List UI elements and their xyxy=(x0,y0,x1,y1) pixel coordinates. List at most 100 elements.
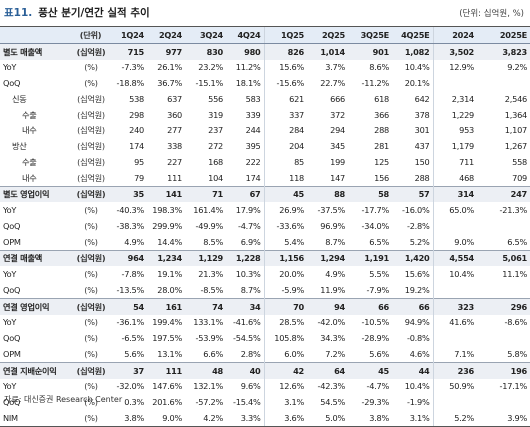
value-cell xyxy=(432,75,477,91)
value-cell: 3.1% xyxy=(392,410,433,427)
column-header: 1Q25 xyxy=(263,26,307,44)
value-cell: 281 xyxy=(374,141,389,152)
row-label: 방산 xyxy=(12,141,27,152)
table-row: 별도 영업이익 (십억원) 35 141 71 67 45 88 58 57 314 247 xyxy=(0,185,530,203)
value-cell: 288 xyxy=(374,125,389,136)
column-header: 2024 xyxy=(432,26,477,44)
value-cell: 288 xyxy=(414,172,430,183)
value-cell: 366 xyxy=(374,109,389,120)
value-cell: 247 xyxy=(477,185,530,203)
value-cell: 5.6% xyxy=(369,348,389,359)
value-cell xyxy=(477,75,530,91)
value-cell: 9.6% xyxy=(240,381,261,392)
value-cell: 338 xyxy=(167,141,182,152)
value-cell: -7.3% xyxy=(121,62,144,73)
unit-cell: (십억원) xyxy=(77,141,105,152)
value-cell: -34.0% xyxy=(361,220,390,231)
value-cell: 79 xyxy=(134,172,144,183)
value-cell: -7.9% xyxy=(366,284,389,295)
value-cell: 437 xyxy=(414,141,430,152)
column-header: 3Q24 xyxy=(185,26,226,44)
value-cell: 8.7% xyxy=(325,236,345,247)
value-cell: 196 xyxy=(477,361,530,379)
value-cell: 71 xyxy=(185,185,226,203)
row-label: YoY xyxy=(3,62,17,73)
table-row: 연결 매출액 (십억원) 964 1,234 1,129 1,228 1,156 1,294 1… xyxy=(0,249,530,267)
value-cell: 105.8% xyxy=(263,330,307,346)
value-cell: 11.9% xyxy=(320,284,345,295)
value-cell: 345 xyxy=(330,141,345,152)
table-row: QoQ (%) -6.5% 197.5% -53.9% -54.5% 105.8% 34.3%… xyxy=(0,330,530,346)
value-cell: -7.8% xyxy=(121,269,144,280)
value-cell: -36.1% xyxy=(116,317,145,328)
value-cell: 65.0% xyxy=(432,202,477,218)
value-cell: -17.7% xyxy=(361,205,390,216)
value-cell xyxy=(432,394,477,410)
report-page: 표11. 풍산 분기/연간 실적 추이 (단위: 십억원, %) (단위) 1Q24… xyxy=(0,7,530,427)
value-cell: 8.5% xyxy=(203,236,223,247)
value-cell xyxy=(477,330,530,346)
value-cell: 11.1% xyxy=(502,269,527,280)
value-cell: 96.9% xyxy=(320,220,345,231)
row-label: QoQ xyxy=(3,397,21,408)
value-cell: 8.7% xyxy=(240,284,261,295)
row-label: 연결 매출액 xyxy=(0,249,70,267)
value-cell: -49.9% xyxy=(195,220,224,231)
table-row: 방산 (십억원) 174 338 272 395 204 345 281 437 1,179 1,26… xyxy=(0,138,530,154)
value-cell: 1,179 xyxy=(432,138,477,154)
value-cell: 637 xyxy=(167,93,182,104)
value-cell: 6.5% xyxy=(369,236,389,247)
value-cell: 161 xyxy=(147,297,185,315)
row-label: 수출 xyxy=(22,156,37,167)
unit-cell: (%) xyxy=(70,410,112,427)
unit-cell: (%) xyxy=(84,348,98,359)
value-cell: 715 xyxy=(112,43,147,60)
value-cell: 36.7% xyxy=(157,78,182,89)
table-row: QoQ (%) -18.8% 36.7% -15.1% 18.1% -15.6% 22.7% -… xyxy=(0,75,530,91)
value-cell: 150 xyxy=(414,156,430,167)
value-cell: 339 xyxy=(245,109,261,120)
value-cell xyxy=(432,330,477,346)
row-label: 별도 영업이익 xyxy=(0,185,70,203)
unit-cell: (%) xyxy=(84,284,98,295)
column-header: 4Q25E xyxy=(392,26,433,44)
table-row: YoY (%) -7.3% 26.1% 23.2% 11.2% 15.6% 3.7% 8.6% 1… xyxy=(0,59,530,76)
value-cell: 2.8% xyxy=(240,348,261,359)
value-cell: 319 xyxy=(208,109,223,120)
table-row: 내수 (십억원) 79 111 104 174 118 147 156 288 468 709 xyxy=(0,169,530,186)
table-row: 연결 영업이익 (십억원) 54 161 74 34 70 94 66 66 323 296 xyxy=(0,297,530,315)
value-cell: 244 xyxy=(245,125,261,136)
value-cell: 125 xyxy=(374,156,389,167)
value-cell: 4.6% xyxy=(409,348,430,359)
value-cell: 15.6% xyxy=(404,269,430,280)
unit-cell: (십억원) xyxy=(70,249,112,267)
value-cell: -37.5% xyxy=(317,205,346,216)
value-cell: -42.0% xyxy=(317,317,346,328)
unit-cell: (%) xyxy=(84,78,98,89)
value-cell: 5.2% xyxy=(409,236,430,247)
row-label: QoQ xyxy=(3,284,21,295)
value-cell: -0.8% xyxy=(406,333,430,344)
value-cell: 15.6% xyxy=(263,59,307,76)
value-cell: 378 xyxy=(414,109,430,120)
value-cell: 236 xyxy=(432,361,477,379)
value-cell xyxy=(432,218,477,234)
value-cell: 1,191 xyxy=(348,249,392,267)
unit-note: (단위: 십억원, %) xyxy=(459,9,524,19)
value-cell: 156 xyxy=(374,172,389,183)
unit-cell: (%) xyxy=(84,397,98,408)
value-cell: 4.9% xyxy=(124,236,144,247)
row-label: QoQ xyxy=(3,333,21,344)
value-cell: -29.3% xyxy=(361,397,390,408)
value-cell: 227 xyxy=(167,156,182,167)
table-row: NIM (%) 3.8% 9.0% 4.2% 3.3% 3.6% 5.0% 3.8% 3.1% 5.… xyxy=(0,410,530,427)
value-cell: 45 xyxy=(348,361,392,379)
value-cell: -15.4% xyxy=(233,397,261,408)
value-cell: 3,823 xyxy=(477,43,530,60)
value-cell: 5.8% xyxy=(507,348,527,359)
row-label: 수출 xyxy=(22,109,37,120)
table-row: OPM (%) 4.9% 14.4% 8.5% 6.9% 5.4% 8.7% 6.5% 5.2% 9… xyxy=(0,233,530,250)
value-cell: 642 xyxy=(414,93,430,104)
value-cell: 2,314 xyxy=(432,91,477,107)
value-cell: 48 xyxy=(185,361,226,379)
